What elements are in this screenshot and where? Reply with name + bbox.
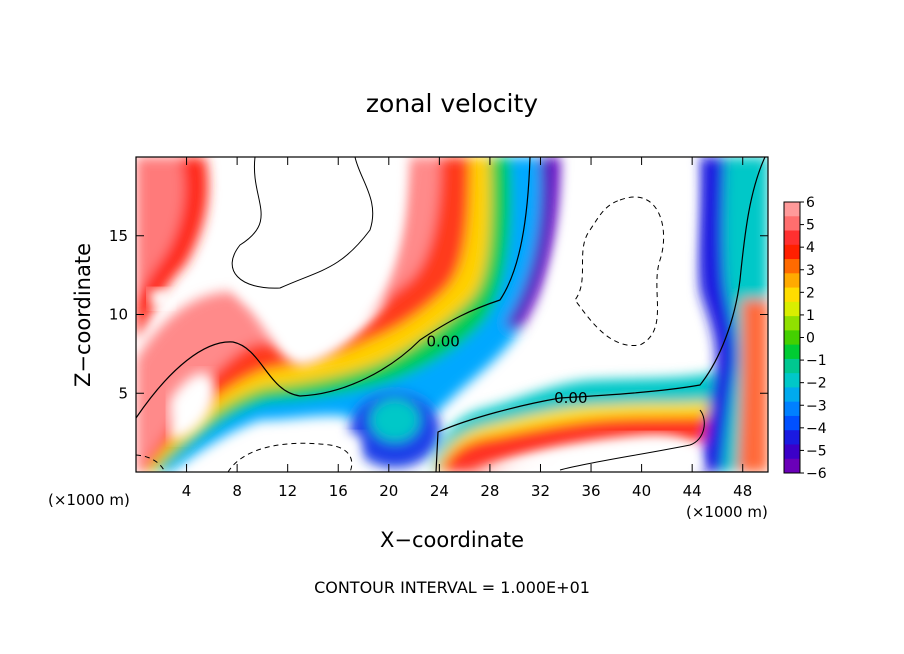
x-tick-label: 24 bbox=[430, 482, 449, 500]
y-axis: 5 10 15 bbox=[109, 227, 768, 402]
colorbar-swatch bbox=[784, 216, 800, 232]
colour-field bbox=[136, 157, 768, 472]
x-tick-label: 40 bbox=[632, 482, 651, 500]
colorbar-swatch bbox=[784, 444, 800, 460]
colorbar-swatch bbox=[784, 301, 800, 317]
colorbar: 6 5 4 3 2 1 0 −1 −2 −3 −4 −5 −6 bbox=[783, 195, 827, 482]
colorbar-label: −6 bbox=[806, 466, 827, 482]
colorbar-swatch bbox=[784, 415, 800, 431]
x-tick-label: 12 bbox=[278, 482, 297, 500]
x-axis-label: X−coordinate bbox=[380, 528, 524, 552]
x-tick-label: 32 bbox=[531, 482, 550, 500]
x-tick-label: 44 bbox=[683, 482, 702, 500]
colorbar-label: −4 bbox=[806, 421, 827, 437]
y-tick-label: 10 bbox=[109, 306, 128, 324]
colorbar-swatch bbox=[784, 273, 800, 289]
colorbar-label: −2 bbox=[806, 376, 827, 392]
colorbar-swatch bbox=[784, 387, 800, 403]
colorbar-swatch bbox=[784, 287, 800, 303]
x-unit-left: (×1000 m) bbox=[48, 491, 130, 509]
y-axis-label: Z−coordinate bbox=[71, 243, 95, 387]
colorbar-swatch bbox=[784, 244, 800, 260]
colorbar-swatch bbox=[784, 259, 800, 274]
contour-label: 0.00 bbox=[426, 332, 459, 350]
colorbar-swatch bbox=[784, 430, 800, 445]
x-tick-label: 48 bbox=[733, 482, 752, 500]
contour-label: 0.00 bbox=[554, 389, 587, 407]
colorbar-label: 6 bbox=[806, 195, 815, 211]
x-tick-label: 28 bbox=[480, 482, 499, 500]
y-tick-label: 5 bbox=[118, 384, 128, 402]
x-tick-label: 16 bbox=[329, 482, 348, 500]
colorbar-swatch bbox=[784, 202, 800, 217]
x-tick-label: 4 bbox=[182, 482, 192, 500]
x-tick-label: 8 bbox=[232, 482, 242, 500]
colorbar-swatch bbox=[784, 330, 800, 346]
colorbar-label: 1 bbox=[806, 308, 815, 324]
colorbar-label: 3 bbox=[806, 263, 815, 279]
contour-interval-note: CONTOUR INTERVAL = 1.000E+01 bbox=[314, 578, 590, 597]
colorbar-swatch bbox=[784, 373, 800, 388]
colorbar-swatch bbox=[784, 358, 800, 374]
colorbar-swatch bbox=[784, 344, 800, 360]
colorbar-label: 5 bbox=[806, 218, 815, 234]
colorbar-label: −3 bbox=[806, 398, 827, 414]
contour-labels: 0.00 0.00 bbox=[426, 332, 587, 407]
y-tick-label: 15 bbox=[109, 227, 128, 245]
x-tick-label: 20 bbox=[379, 482, 398, 500]
colorbar-swatch bbox=[784, 230, 800, 246]
colorbar-swatch bbox=[784, 401, 800, 417]
x-axis: 4 8 12 16 20 24 28 32 36 40 44 48 bbox=[182, 157, 752, 500]
colorbar-label: 0 bbox=[806, 331, 815, 347]
colorbar-swatch bbox=[784, 458, 800, 474]
colorbar-label: −5 bbox=[806, 443, 827, 459]
colorbar-label: 2 bbox=[806, 285, 815, 301]
x-unit-right: (×1000 m) bbox=[686, 503, 768, 521]
chart-title: zonal velocity bbox=[366, 89, 538, 118]
colorbar-swatch bbox=[784, 316, 800, 331]
colorbar-label: −1 bbox=[806, 353, 827, 369]
x-tick-label: 36 bbox=[581, 482, 600, 500]
colorbar-label: 4 bbox=[806, 240, 815, 256]
